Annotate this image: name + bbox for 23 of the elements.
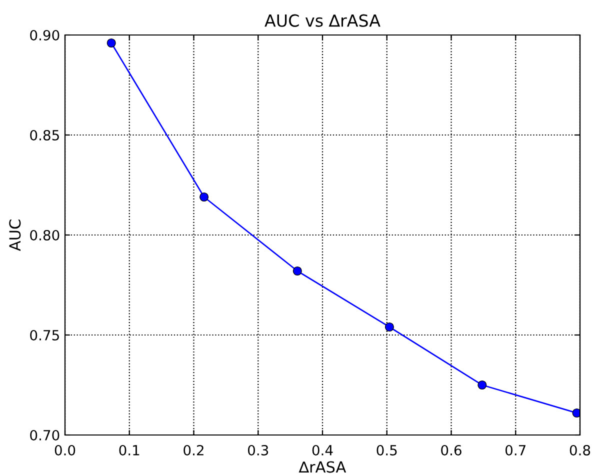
- x-tick-label: 0.1: [119, 444, 140, 456]
- y-tick-label: 0.70: [30, 430, 60, 440]
- point: [292, 266, 302, 276]
- point: [478, 380, 487, 390]
- x-axis-title: ∆rASA: [298, 461, 346, 473]
- point: [384, 322, 394, 332]
- point: [200, 192, 209, 202]
- x-tick-label: 0.7: [505, 444, 526, 456]
- x-tick-label: 0.3: [248, 444, 268, 456]
- y-tick-label: 0.90: [30, 30, 60, 40]
- x-tick-label: 0.4: [312, 444, 333, 456]
- y-tick-label: 0.80: [30, 230, 60, 240]
- point: [572, 408, 580, 418]
- y-tick-label: 0.75: [30, 330, 59, 340]
- y-axis-title: AUC: [9, 220, 21, 252]
- y-tick-label: 0.85: [30, 130, 59, 140]
- x-tick-label: 0.5: [376, 444, 397, 456]
- x-tick-label: 0.6: [441, 444, 462, 456]
- x-tick-label: 0.2: [184, 444, 204, 456]
- x-tick-label: 0.8: [570, 444, 590, 456]
- chart-title: AUC vs ∆rASA: [264, 14, 380, 27]
- x-tick-label: 0.0: [54, 444, 76, 456]
- point: [106, 38, 116, 48]
